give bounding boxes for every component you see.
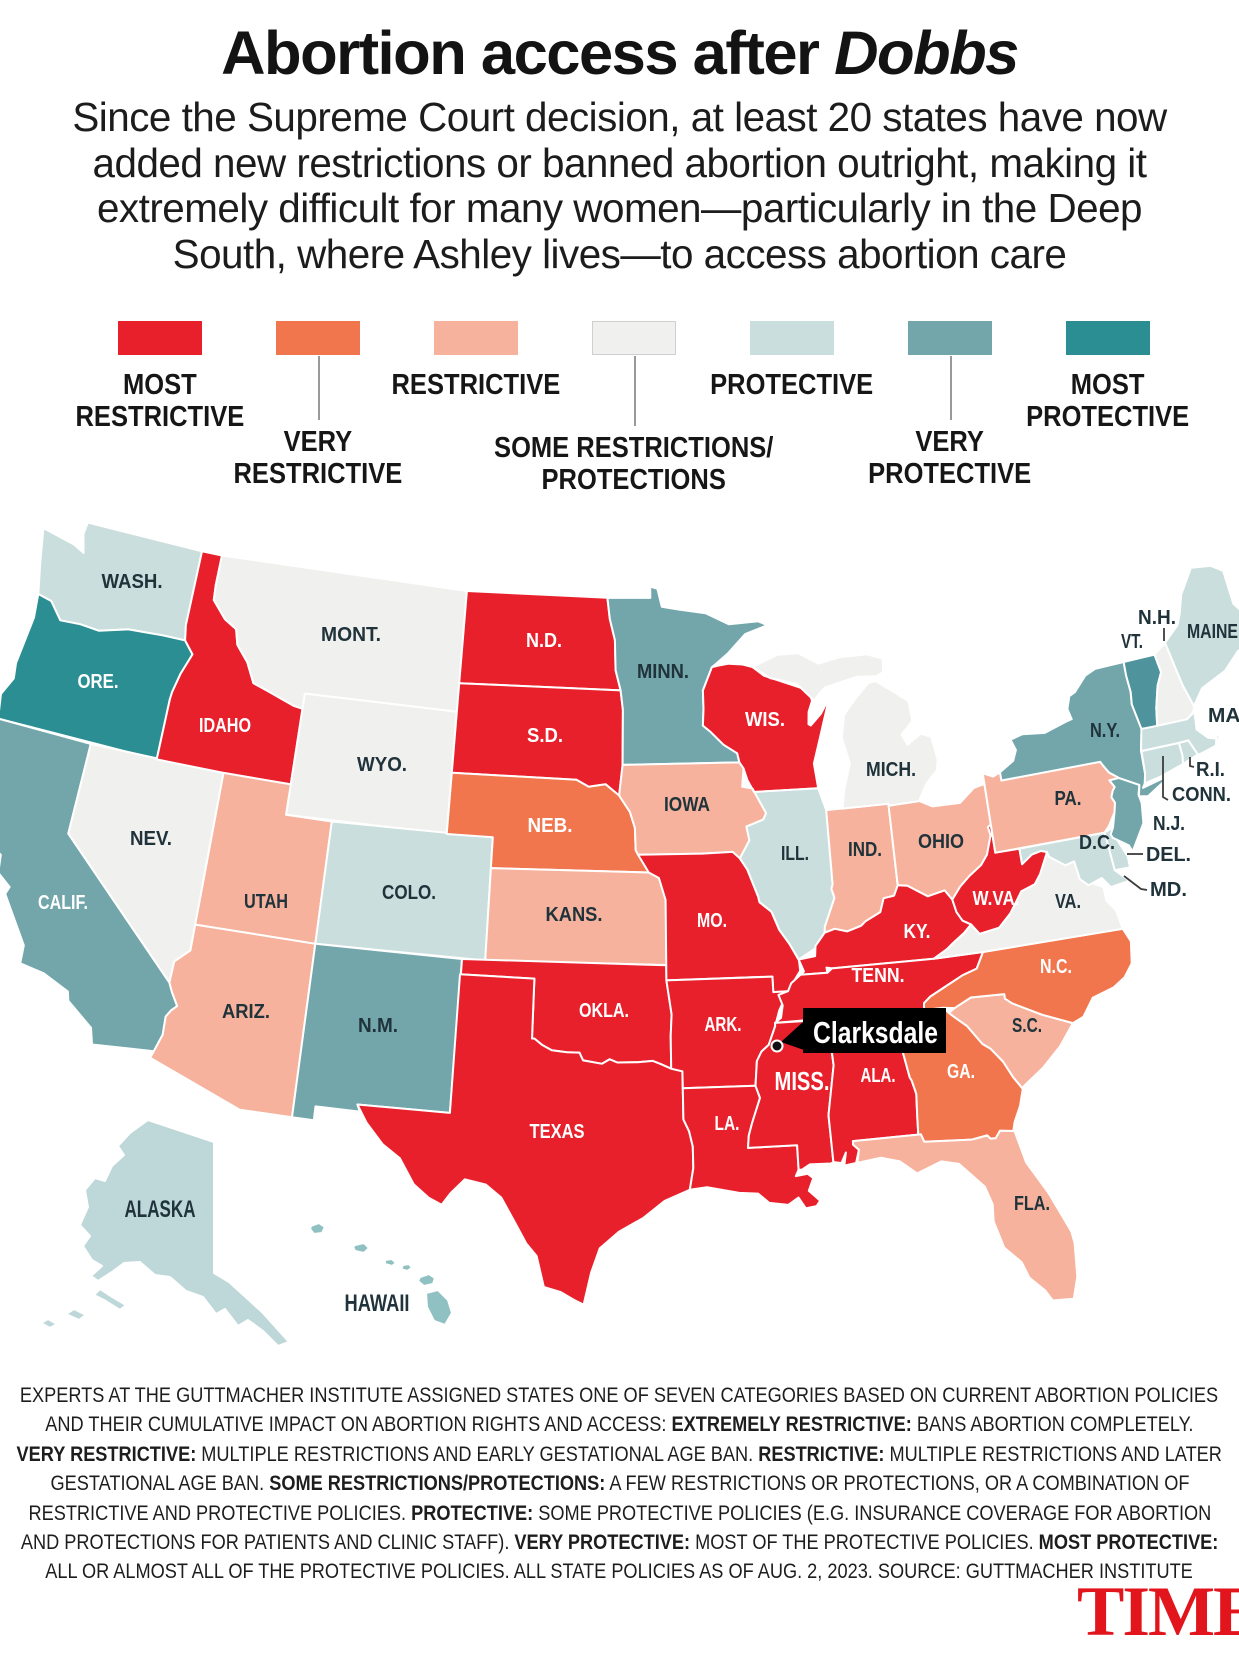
- svg-text:MINN.: MINN.: [637, 660, 689, 683]
- svg-text:S.D.: S.D.: [527, 724, 563, 747]
- svg-text:Clarksdale: Clarksdale: [813, 1015, 938, 1050]
- svg-text:NEV.: NEV.: [130, 827, 172, 850]
- svg-text:MAINE: MAINE: [1187, 621, 1238, 643]
- svg-text:W.VA.: W.VA.: [973, 887, 1020, 910]
- svg-text:VA.: VA.: [1055, 890, 1081, 913]
- svg-text:GA.: GA.: [947, 1060, 975, 1083]
- svg-text:WIS.: WIS.: [745, 708, 785, 731]
- svg-text:N.H.: N.H.: [1138, 607, 1176, 629]
- svg-text:FLA.: FLA.: [1014, 1192, 1050, 1215]
- svg-text:MD.: MD.: [1150, 879, 1187, 901]
- svg-text:N.M.: N.M.: [358, 1014, 398, 1037]
- svg-text:DEL.: DEL.: [1146, 844, 1191, 866]
- svg-text:N.C.: N.C.: [1040, 955, 1072, 978]
- svg-text:MISS.: MISS.: [775, 1066, 830, 1096]
- svg-text:ARK.: ARK.: [705, 1013, 742, 1036]
- svg-text:N.J.: N.J.: [1153, 813, 1185, 835]
- svg-text:PA.: PA.: [1055, 787, 1082, 810]
- svg-text:HAWAII: HAWAII: [345, 1290, 410, 1317]
- svg-text:MONT.: MONT.: [321, 623, 381, 646]
- svg-text:COLO.: COLO.: [382, 881, 436, 904]
- svg-text:MO.: MO.: [697, 909, 727, 932]
- svg-text:ORE.: ORE.: [78, 670, 119, 693]
- svg-text:LA.: LA.: [715, 1112, 740, 1135]
- svg-text:MICH.: MICH.: [866, 758, 916, 781]
- svg-text:OHIO: OHIO: [918, 830, 964, 853]
- svg-text:R.I.: R.I.: [1196, 759, 1225, 781]
- svg-text:ALASKA: ALASKA: [125, 1196, 196, 1223]
- svg-text:CONN.: CONN.: [1172, 784, 1231, 806]
- svg-text:ALA.: ALA.: [861, 1064, 896, 1087]
- svg-text:UTAH: UTAH: [244, 890, 288, 913]
- svg-text:WASH.: WASH.: [102, 570, 163, 593]
- svg-text:OKLA.: OKLA.: [579, 999, 629, 1022]
- svg-text:ARIZ.: ARIZ.: [222, 1000, 270, 1023]
- svg-text:TENN.: TENN.: [852, 964, 905, 987]
- svg-text:N.D.: N.D.: [526, 629, 562, 652]
- svg-text:CALIF.: CALIF.: [38, 891, 88, 914]
- svg-text:IDAHO: IDAHO: [199, 714, 251, 737]
- svg-text:TEXAS: TEXAS: [530, 1120, 585, 1143]
- svg-text:N.Y.: N.Y.: [1090, 719, 1120, 742]
- svg-text:MASS.: MASS.: [1208, 705, 1239, 727]
- svg-text:NEB.: NEB.: [528, 814, 573, 837]
- svg-text:KANS.: KANS.: [546, 903, 603, 926]
- svg-text:S.C.: S.C.: [1012, 1014, 1042, 1037]
- svg-text:IND.: IND.: [848, 838, 882, 861]
- svg-text:ILL.: ILL.: [781, 842, 809, 865]
- svg-text:IOWA: IOWA: [664, 793, 710, 816]
- svg-text:VT.: VT.: [1121, 631, 1143, 653]
- svg-text:WYO.: WYO.: [357, 753, 407, 776]
- svg-text:KY.: KY.: [904, 920, 931, 943]
- svg-text:D.C.: D.C.: [1079, 832, 1115, 854]
